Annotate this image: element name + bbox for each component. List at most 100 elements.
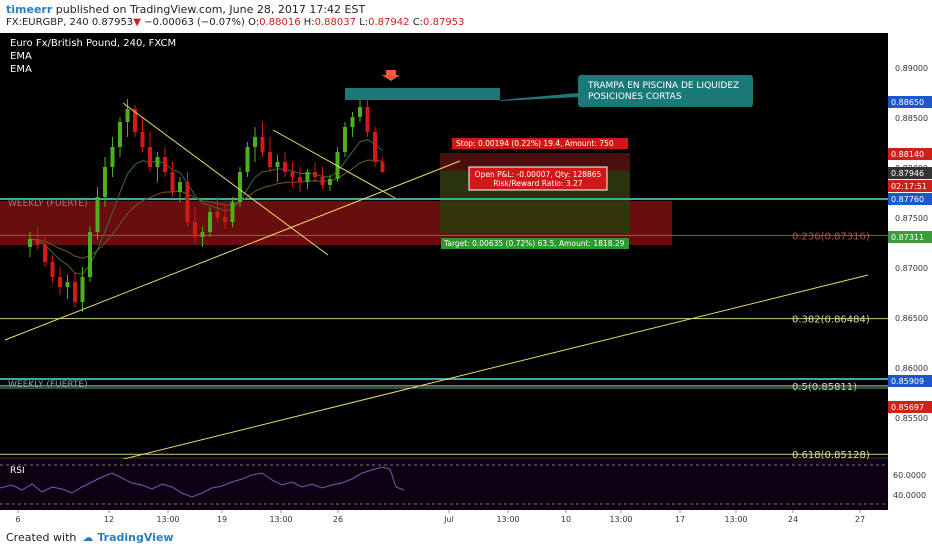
time-tick-label: 12 xyxy=(104,515,114,524)
price-label-box xyxy=(888,375,932,387)
candle-body xyxy=(170,172,175,192)
liquidity-zone-box xyxy=(345,88,500,100)
candle-body xyxy=(305,172,310,182)
fib-lines: 0.236(0.87316) 0.382(0.86484) 0.5(0.85811)… xyxy=(0,231,888,461)
long-trendline xyxy=(119,274,869,461)
price-label-box xyxy=(888,231,932,243)
candle-body xyxy=(215,212,220,217)
time-axis[interactable] xyxy=(0,510,888,528)
candle-body xyxy=(178,182,182,192)
fib-label: 0.5(0.85811) xyxy=(792,382,857,393)
username-link[interactable]: timeerr xyxy=(6,3,53,16)
candle-body xyxy=(88,232,92,277)
candle-body xyxy=(365,107,370,132)
rsi-pane[interactable] xyxy=(0,459,888,510)
candle-body xyxy=(125,109,130,122)
down-arrow-icon: ▼ xyxy=(133,17,141,28)
price-tick-label: 0.87000 xyxy=(895,264,928,273)
time-tick-label: Jul xyxy=(443,515,454,524)
time-tick-label: 17 xyxy=(675,515,685,524)
time-tick-label: 13:00 xyxy=(496,515,519,524)
candle-body xyxy=(148,147,152,167)
price-label-box xyxy=(888,193,932,205)
price-label-box xyxy=(888,167,932,179)
callout-line-2: POSICIONES CORTAS xyxy=(588,92,682,102)
ascending-trendline xyxy=(4,160,461,341)
descending-trendline-2 xyxy=(272,129,396,199)
callout-pointer xyxy=(500,93,578,101)
candle-body xyxy=(118,122,122,147)
candle-body xyxy=(28,239,32,247)
chart-area[interactable]: 0.236(0.87316) 0.382(0.86484) 0.5(0.85811)… xyxy=(0,33,932,528)
candle-body xyxy=(253,137,257,147)
candle-body xyxy=(50,262,55,277)
price-chart[interactable]: 0.236(0.87316) 0.382(0.86484) 0.5(0.85811)… xyxy=(0,33,932,528)
candle-body xyxy=(155,157,160,167)
price-tick-label: 0.85500 xyxy=(895,414,928,423)
candle-body xyxy=(103,167,107,197)
high-value: 0.88037 xyxy=(314,17,356,28)
price-axis-labels: 0.88650 0.88140 0.87946 02:17:51 0.87760 0.87… xyxy=(888,96,932,413)
candle-body xyxy=(380,162,385,172)
ema-legend-1[interactable]: EMA xyxy=(10,51,32,62)
candle-body xyxy=(58,277,62,287)
descending-trendline-1 xyxy=(122,102,329,256)
published-text: published on TradingView.com, June 28, 2… xyxy=(55,3,366,16)
footer: Created with ☁ TradingView xyxy=(0,528,932,550)
rsi-label: RSI xyxy=(10,466,25,476)
low-value: 0.87942 xyxy=(368,17,410,28)
time-tick-label: 13:00 xyxy=(609,515,632,524)
symbol-price: FX:EURGBP, 240 0.87953 xyxy=(6,17,134,28)
price-label-box xyxy=(888,180,932,192)
chart-title: Euro Fx/British Pound, 240, FXCM xyxy=(10,38,176,49)
low-label: L: xyxy=(359,17,369,28)
candle-body xyxy=(328,179,332,185)
candle-body xyxy=(185,182,190,222)
candle-body xyxy=(110,147,115,167)
candle-body xyxy=(193,222,197,237)
candle-body xyxy=(140,132,145,147)
time-axis-ticks: 6 12 13:00 19 13:00 26 Jul 13:00 10 13:00 17 13:00 2… xyxy=(15,510,865,524)
candle-body xyxy=(358,107,362,117)
candle-body xyxy=(238,172,242,202)
tradingview-brand[interactable]: TradingView xyxy=(97,531,174,544)
publish-info: timeerr published on TradingView.com, Ju… xyxy=(6,3,365,16)
price-tick-label: 0.88500 xyxy=(895,114,928,123)
candle-body xyxy=(43,245,47,262)
close-label: C: xyxy=(412,17,424,28)
time-tick-label: 13:00 xyxy=(156,515,179,524)
publish-header: timeerr published on TradingView.com, Ju… xyxy=(0,0,932,33)
weekly-label-upper: WEEKLY (FUERTE) xyxy=(8,199,88,209)
candle-body xyxy=(65,282,70,287)
rsi-tick-60: 60.0000 xyxy=(893,471,926,480)
candle-body xyxy=(208,212,212,232)
callout-box xyxy=(578,75,753,107)
down-arrow-marker-icon xyxy=(382,70,400,81)
price-label: 0.85697 xyxy=(891,403,924,412)
ema-legend-2[interactable]: EMA xyxy=(10,64,32,75)
price-label: 0.88650 xyxy=(891,98,924,107)
candle-body xyxy=(373,132,377,162)
candle-body xyxy=(35,239,40,245)
candle-body xyxy=(350,117,355,127)
candle-body xyxy=(80,277,85,302)
ohlc-info: FX:EURGBP, 240 0.87953▼ −0.00063 (−0.07%… xyxy=(6,17,464,28)
rsi-tick-40: 40.0000 xyxy=(893,491,926,500)
stop-label-box xyxy=(452,138,628,149)
price-axis[interactable] xyxy=(888,33,932,528)
price-tick-label: 0.86500 xyxy=(895,314,928,323)
candle-body xyxy=(275,162,280,167)
price-label: 02:17:51 xyxy=(891,182,927,191)
candle-body xyxy=(320,177,325,185)
open-pl-box xyxy=(468,166,608,191)
fib-label: 0.236(0.87316) xyxy=(792,231,870,242)
price-label-box xyxy=(888,148,932,160)
candle-body xyxy=(73,282,77,302)
price-tick-label: 0.86000 xyxy=(895,364,928,373)
candle-body xyxy=(290,172,295,177)
time-tick-label: 10 xyxy=(561,515,571,524)
open-label: O: xyxy=(248,17,260,28)
price-change: −0.00063 (−0.07%) xyxy=(144,17,245,28)
candle-body xyxy=(245,147,250,172)
time-tick-label: 13:00 xyxy=(724,515,747,524)
